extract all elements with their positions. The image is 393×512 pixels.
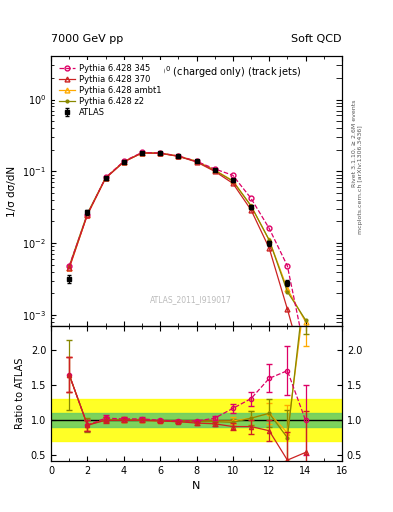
Pythia 6.428 ambt1 xyxy=(194,158,199,164)
Line: Pythia 6.428 ambt1: Pythia 6.428 ambt1 xyxy=(67,151,308,324)
Pythia 6.428 ambt1 xyxy=(121,159,126,165)
Pythia 6.428 ambt1 xyxy=(103,175,108,181)
Pythia 6.428 ambt1 xyxy=(285,286,290,292)
Pythia 6.428 ambt1 xyxy=(303,319,308,325)
Pythia 6.428 370 xyxy=(158,150,163,156)
Pythia 6.428 ambt1 xyxy=(176,153,181,159)
Pythia 6.428 ambt1 xyxy=(267,237,272,243)
Pythia 6.428 ambt1 xyxy=(140,150,144,156)
Pythia 6.428 ambt1 xyxy=(67,265,72,271)
Pythia 6.428 370 xyxy=(303,371,308,377)
Bar xyxy=(51,413,342,428)
Pythia 6.428 345 xyxy=(249,195,253,201)
Pythia 6.428 370 xyxy=(85,211,90,218)
Pythia 6.428 370 xyxy=(194,159,199,165)
Pythia 6.428 345 xyxy=(267,225,272,231)
Pythia 6.428 ambt1 xyxy=(212,167,217,173)
Text: ATLAS_2011_I919017: ATLAS_2011_I919017 xyxy=(150,295,231,305)
Pythia 6.428 z2 xyxy=(158,150,163,156)
Text: 7000 GeV pp: 7000 GeV pp xyxy=(51,33,123,44)
Pythia 6.428 345 xyxy=(212,166,217,172)
Legend: Pythia 6.428 345, Pythia 6.428 370, Pythia 6.428 ambt1, Pythia 6.428 z2, ATLAS: Pythia 6.428 345, Pythia 6.428 370, Pyth… xyxy=(55,60,164,120)
Pythia 6.428 ambt1 xyxy=(85,211,90,218)
Pythia 6.428 z2 xyxy=(67,263,72,269)
Pythia 6.428 345 xyxy=(85,211,90,218)
Pythia 6.428 ambt1 xyxy=(249,203,253,209)
Pythia 6.428 345 xyxy=(231,172,235,178)
Pythia 6.428 ambt1 xyxy=(231,178,235,184)
Pythia 6.428 z2 xyxy=(194,158,199,164)
Pythia 6.428 z2 xyxy=(121,159,126,165)
Pythia 6.428 345 xyxy=(176,153,181,159)
Pythia 6.428 370 xyxy=(231,180,235,186)
Pythia 6.428 345 xyxy=(194,158,199,164)
Pythia 6.428 z2 xyxy=(303,317,308,323)
Line: Pythia 6.428 345: Pythia 6.428 345 xyxy=(67,150,308,357)
Pythia 6.428 z2 xyxy=(231,178,235,184)
Text: mcplots.cern.ch [arXiv:1306.3436]: mcplots.cern.ch [arXiv:1306.3436] xyxy=(358,125,363,233)
Pythia 6.428 370 xyxy=(285,306,290,312)
Pythia 6.428 z2 xyxy=(212,167,217,174)
Pythia 6.428 345 xyxy=(303,351,308,357)
Pythia 6.428 370 xyxy=(121,159,126,165)
Text: Soft QCD: Soft QCD xyxy=(292,33,342,44)
Pythia 6.428 z2 xyxy=(140,150,144,156)
Pythia 6.428 370 xyxy=(249,207,253,213)
Y-axis label: Ratio to ATLAS: Ratio to ATLAS xyxy=(15,358,25,429)
Text: Multiplicity $\lambda\_0^0$ (charged only) (track jets): Multiplicity $\lambda\_0^0$ (charged onl… xyxy=(92,65,301,81)
Pythia 6.428 370 xyxy=(176,153,181,159)
Pythia 6.428 370 xyxy=(140,150,144,156)
Bar xyxy=(51,399,342,441)
Pythia 6.428 z2 xyxy=(285,289,290,295)
Pythia 6.428 345 xyxy=(140,150,144,156)
Text: Rivet 3.1.10, ≥ 2.6M events: Rivet 3.1.10, ≥ 2.6M events xyxy=(352,100,357,187)
Pythia 6.428 370 xyxy=(267,245,272,251)
Pythia 6.428 z2 xyxy=(249,203,253,209)
X-axis label: N: N xyxy=(192,481,201,491)
Pythia 6.428 345 xyxy=(121,158,126,164)
Pythia 6.428 345 xyxy=(67,263,72,269)
Pythia 6.428 z2 xyxy=(176,153,181,159)
Line: Pythia 6.428 z2: Pythia 6.428 z2 xyxy=(66,150,309,323)
Y-axis label: 1/σ dσ/dN: 1/σ dσ/dN xyxy=(7,165,17,217)
Pythia 6.428 ambt1 xyxy=(158,150,163,156)
Pythia 6.428 345 xyxy=(103,175,108,181)
Line: Pythia 6.428 370: Pythia 6.428 370 xyxy=(67,151,308,376)
Pythia 6.428 345 xyxy=(285,263,290,269)
Pythia 6.428 370 xyxy=(212,168,217,175)
Pythia 6.428 z2 xyxy=(103,175,108,181)
Pythia 6.428 z2 xyxy=(85,210,90,217)
Pythia 6.428 370 xyxy=(67,265,72,271)
Pythia 6.428 370 xyxy=(103,175,108,181)
Pythia 6.428 z2 xyxy=(267,237,272,243)
Pythia 6.428 345 xyxy=(158,150,163,156)
